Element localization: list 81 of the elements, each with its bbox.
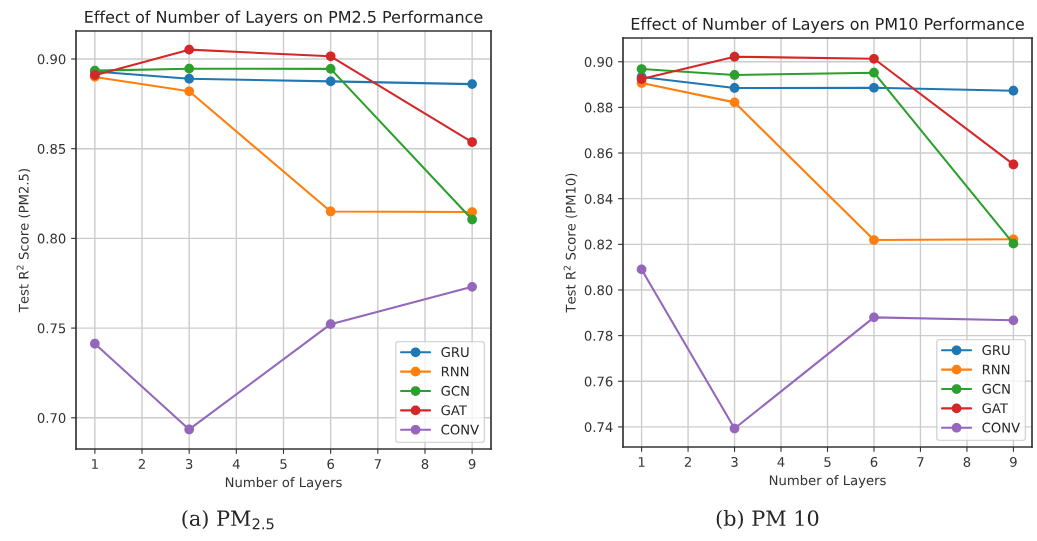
point — [869, 312, 879, 323]
x-tick-label: 6 — [870, 456, 878, 467]
point — [869, 82, 879, 93]
point — [467, 137, 477, 147]
point — [869, 67, 879, 78]
point — [325, 76, 336, 87]
y-tick-label: 0.84 — [584, 193, 613, 204]
legend-label: GCN — [982, 383, 1010, 394]
x-tick-label: 1 — [638, 457, 645, 467]
x-tick-label: 7 — [374, 459, 381, 469]
legend-label: GAT — [441, 405, 467, 416]
point — [1008, 238, 1019, 249]
text: (a) PM$_{2.5}$ — [182, 509, 274, 530]
x-tick-label: 2 — [138, 458, 145, 469]
point — [729, 51, 740, 62]
legend-label: GCN — [441, 385, 469, 396]
legend-label: RNN — [441, 366, 469, 377]
y-tick-label: 0.90 — [37, 54, 66, 65]
point — [869, 235, 879, 245]
x-tick-label: 1 — [92, 459, 98, 469]
point — [636, 264, 647, 275]
legend-label: GRU — [982, 345, 1010, 356]
point — [325, 319, 336, 329]
x-tick-label: 5 — [280, 459, 287, 469]
point — [90, 338, 100, 349]
y-axis-title: Test R$^{2}$ Score (PM2.5) — [16, 169, 31, 313]
point — [184, 73, 195, 84]
x-tick-label: 9 — [1010, 456, 1017, 467]
x-tick-label: 5 — [824, 457, 831, 467]
point — [325, 63, 336, 74]
point — [1008, 85, 1019, 96]
y-axis-title: Test R$^{2}$ Score (PM10) — [563, 173, 578, 313]
legend-label: CONV — [982, 422, 1021, 433]
chart-title: Effect of Number of Layers on PM2.5 Performance — [85, 10, 483, 26]
x-tick-label: 9 — [468, 458, 476, 469]
point — [1008, 315, 1019, 326]
x-tick-label: 8 — [963, 456, 971, 467]
x-axis-title: Number of Layers — [225, 477, 342, 490]
point — [467, 214, 477, 225]
point — [325, 206, 336, 217]
x-tick-label: 7 — [917, 457, 924, 467]
point — [1008, 159, 1019, 170]
x-tick-label: 2 — [684, 456, 691, 467]
x-tick-label: 4 — [232, 459, 240, 469]
point — [729, 97, 740, 108]
point — [325, 51, 336, 62]
point — [184, 424, 195, 435]
point — [467, 79, 477, 89]
y-tick-label: 0.80 — [584, 285, 613, 296]
point — [729, 83, 740, 93]
point — [184, 44, 195, 55]
y-tick-label: 0.80 — [37, 233, 66, 244]
y-tick-label: 0.82 — [584, 239, 612, 250]
point — [869, 53, 879, 64]
y-tick-label: 0.74 — [584, 422, 613, 433]
y-tick-label: 0.78 — [584, 330, 613, 341]
legend-label: GRU — [441, 347, 469, 358]
x-tick-label: 3 — [731, 456, 738, 467]
legend-label: GAT — [982, 403, 1008, 414]
y-tick-label: 0.88 — [584, 102, 613, 113]
x-tick-label: 4 — [777, 457, 785, 467]
x-axis-title: Number of Layers — [769, 475, 886, 488]
y-tick-label: 0.85 — [37, 143, 66, 154]
text: (b) PM 10 — [716, 509, 819, 529]
point — [729, 70, 740, 80]
legend-label: CONV — [441, 424, 480, 435]
point — [729, 423, 740, 434]
chart-title: Effect of Number of Layers on PM10 Performance — [631, 17, 1024, 33]
point — [467, 281, 477, 292]
point — [636, 64, 647, 74]
y-tick-label: 0.75 — [37, 323, 66, 334]
legend-label: RNN — [982, 364, 1010, 375]
y-tick-label: 0.76 — [584, 376, 613, 387]
y-tick-label: 0.70 — [37, 413, 66, 423]
x-tick-label: 3 — [185, 458, 193, 469]
x-tick-label: 6 — [327, 458, 335, 469]
y-tick-label: 0.86 — [584, 148, 613, 159]
x-tick-label: 8 — [421, 458, 429, 469]
point — [184, 63, 195, 74]
point — [184, 86, 195, 97]
y-tick-label: 0.90 — [584, 56, 613, 67]
